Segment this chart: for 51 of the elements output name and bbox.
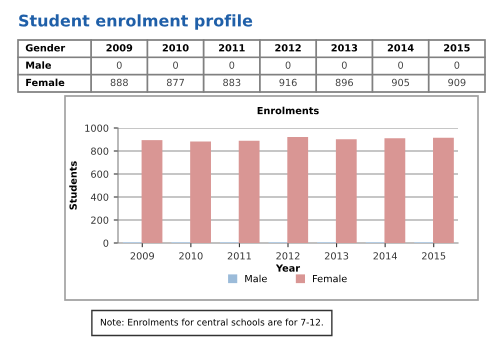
x-tick-label: 2010 <box>179 252 203 260</box>
data-label: 905 <box>392 78 410 86</box>
data-label: 0 <box>229 61 234 69</box>
y-tick-label: 0 <box>103 239 108 247</box>
x-tick-label: 2012 <box>276 252 300 260</box>
x-tick-label: 2015 <box>422 252 446 260</box>
data-label: 883 <box>223 78 240 86</box>
text: Female <box>26 78 64 86</box>
data-label: 0 <box>454 61 460 69</box>
category-label: 2011 <box>219 44 245 52</box>
data-label: 916 <box>279 78 297 86</box>
chart-subtitle: Enrolments <box>258 106 319 114</box>
x-tick-label: 2014 <box>373 252 397 260</box>
legend-label: Female <box>313 274 347 282</box>
y-tick-label: 800 <box>91 147 108 155</box>
category-label: 2010 <box>162 44 189 52</box>
y-tick-label: 400 <box>90 193 108 201</box>
data-label: 909 <box>448 78 466 86</box>
category-label: 2009 <box>106 44 132 52</box>
category-label: 2015 <box>444 44 470 52</box>
category-label: 2013 <box>332 44 358 52</box>
bar <box>287 136 308 243</box>
bar <box>433 138 454 243</box>
data-label: 896 <box>336 78 354 86</box>
text: Note: Enrolments for central schools are for 7-12. <box>100 318 323 326</box>
x-tick-label: 2009 <box>130 252 154 260</box>
y-tick-label: 1000 <box>85 124 108 132</box>
data-label: 0 <box>342 61 347 69</box>
bar <box>190 141 211 243</box>
x-tick-label: 2013 <box>324 252 348 260</box>
data-label: 0 <box>398 61 404 69</box>
bar <box>142 140 162 243</box>
category-label: 2012 <box>275 44 301 52</box>
data-label: 0 <box>173 61 178 69</box>
data-label: 888 <box>110 78 128 86</box>
category-label: 2014 <box>388 44 414 52</box>
legend-label: Male <box>245 274 267 282</box>
text: Male <box>26 61 52 69</box>
bar <box>238 140 260 243</box>
chart-title: Student enrolment profile <box>19 14 252 30</box>
x-tick-label: 2011 <box>228 252 251 260</box>
y-axis-title: Students <box>69 161 77 210</box>
bar <box>384 138 406 243</box>
data-label: 0 <box>286 61 291 69</box>
bar <box>336 139 357 243</box>
data-label: 0 <box>116 61 122 69</box>
x-axis-title: Year <box>276 264 300 272</box>
y-tick-label: 600 <box>91 170 108 178</box>
legend-title: Gender <box>26 44 66 52</box>
y-tick-label: 200 <box>91 216 108 224</box>
data-label: 877 <box>166 78 184 86</box>
